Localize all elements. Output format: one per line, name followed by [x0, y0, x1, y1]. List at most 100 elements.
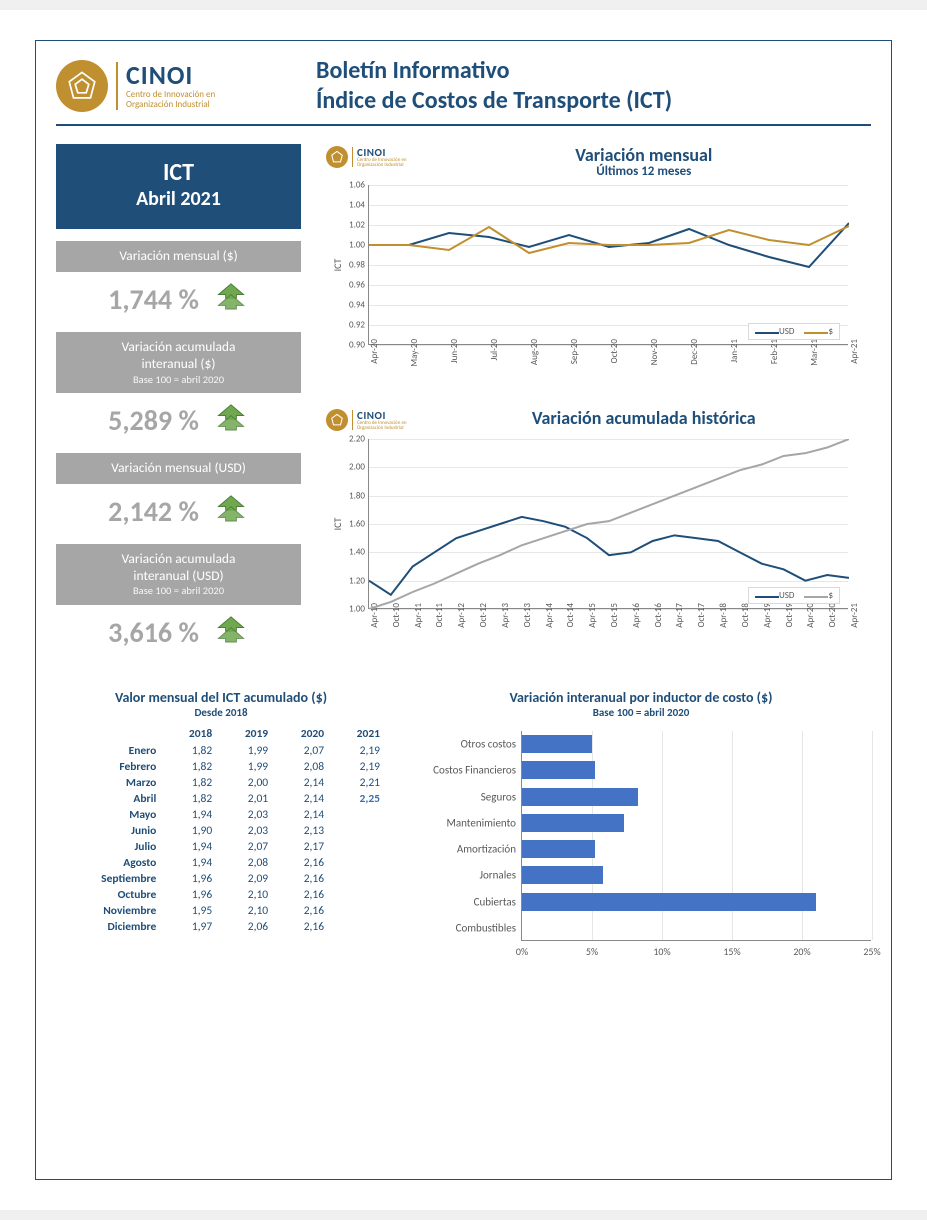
table-cell: 1,96 — [162, 887, 218, 903]
table-cell: 2,16 — [274, 903, 330, 919]
table-cell — [330, 871, 386, 887]
hbar-row: Seguros — [522, 788, 638, 806]
up-arrow-icon — [213, 403, 249, 439]
table-cell — [330, 919, 386, 935]
table-month: Febrero — [56, 759, 162, 775]
table-year-header: 2020 — [274, 725, 330, 743]
table-cell: 2,14 — [274, 791, 330, 807]
header-title-2: Índice de Costos de Transporte (ICT) — [316, 86, 871, 116]
y-tick-label: 1.02 — [331, 220, 365, 231]
hbar-label: Otros costos — [461, 738, 516, 751]
hbar-row: Costos Financieros — [522, 761, 595, 779]
monthly-value-table: Valor mensual del ICT acumulado ($) Desd… — [56, 689, 386, 961]
table-month: Mayo — [56, 807, 162, 823]
table-month: Abril — [56, 791, 162, 807]
header: CINOI Centro de Innovación enOrganizació… — [56, 56, 871, 126]
table-cell: 1,95 — [162, 903, 218, 919]
y-tick-label: 2.00 — [331, 462, 365, 473]
hbar-bar — [522, 735, 592, 753]
hbar-title: Variación interanual por inductor de cos… — [411, 689, 871, 706]
metrics-column: ICT Abril 2021 Variación mensual ($)1,74… — [56, 144, 301, 671]
table-cell: 2,14 — [274, 775, 330, 791]
table-month: Octubre — [56, 887, 162, 903]
table-cell: 2,16 — [274, 871, 330, 887]
table-cell: 2,16 — [274, 855, 330, 871]
charts-column: CINOICentro de Innovación enOrganización… — [326, 144, 871, 671]
metric-value: 3,616 % — [108, 615, 199, 650]
date-box: ICT Abril 2021 — [56, 144, 301, 229]
y-tick-label: 1.00 — [331, 240, 365, 251]
table-cell: 1,82 — [162, 775, 218, 791]
table-month: Julio — [56, 839, 162, 855]
y-tick-label: 0.90 — [331, 340, 365, 351]
table-cell: 2,21 — [330, 775, 386, 791]
table-cell: 2,09 — [218, 871, 274, 887]
table-cell: 2,14 — [274, 807, 330, 823]
hbar-x-tick: 15% — [723, 945, 740, 958]
chart1-canvas: ICT 0.900.920.940.960.981.001.021.041.06… — [368, 185, 848, 345]
table-cell: 1,94 — [162, 807, 218, 823]
table-cell: 2,19 — [330, 759, 386, 775]
y-tick-label: 1.80 — [331, 490, 365, 501]
metric-value-row: 5,289 % — [56, 393, 301, 453]
metric-value: 5,289 % — [108, 403, 199, 438]
hbar-row: Jornales — [522, 866, 603, 884]
y-tick-label: 0.92 — [331, 320, 365, 331]
y-tick-label: 0.94 — [331, 300, 365, 311]
chart-historical: CINOICentro de Innovación enOrganización… — [326, 407, 871, 651]
table-cell: 1,82 — [162, 791, 218, 807]
table-cell: 2,00 — [218, 775, 274, 791]
table-cell: 1,94 — [162, 839, 218, 855]
table-cell: 2,06 — [218, 919, 274, 935]
y-tick-label: 0.98 — [331, 260, 365, 271]
chart2-title: Variación acumulada histórica — [417, 407, 871, 429]
hbar-row: Otros costos — [522, 735, 592, 753]
hbar-x-tick: 20% — [793, 945, 810, 958]
table-cell: 2,08 — [218, 855, 274, 871]
series-line — [369, 226, 849, 253]
y-tick-label: 1.60 — [331, 519, 365, 530]
table-cell: 1,99 — [218, 743, 274, 759]
table-cell: 1,97 — [162, 919, 218, 935]
table-month: Diciembre — [56, 919, 162, 935]
table-month: Septiembre — [56, 871, 162, 887]
brand-name: CINOI — [126, 62, 215, 88]
metric-label: Variación mensual (USD) — [56, 453, 301, 484]
hbar-x-tick: 0% — [516, 945, 528, 958]
table-cell: 2,17 — [274, 839, 330, 855]
table-cell: 2,16 — [274, 887, 330, 903]
y-tick-label: 0.96 — [331, 280, 365, 291]
table-month: Agosto — [56, 855, 162, 871]
table-cell: 1,90 — [162, 823, 218, 839]
hbar-bar — [522, 814, 624, 832]
mini-logo-icon: CINOICentro de Innovación enOrganización… — [326, 407, 407, 433]
chart-monthly-variation: CINOICentro de Innovación enOrganización… — [326, 144, 871, 387]
brand-tagline: Centro de Innovación enOrganización Indu… — [126, 90, 215, 110]
table-cell: 1,96 — [162, 871, 218, 887]
hbar-label: Cubiertas — [474, 895, 516, 908]
hbar-subtitle: Base 100 = abril 2020 — [411, 706, 871, 719]
hbar-x-tick: 10% — [653, 945, 670, 958]
table-cell: 1,94 — [162, 855, 218, 871]
table-title: Valor mensual del ICT acumulado ($) — [56, 689, 386, 706]
table-cell: 2,01 — [218, 791, 274, 807]
series-line — [369, 517, 849, 595]
table-month: Noviembre — [56, 903, 162, 919]
table-cell: 1,82 — [162, 759, 218, 775]
date-box-line1: ICT — [60, 158, 297, 187]
hbar-bar — [522, 893, 816, 911]
hbar-bar — [522, 840, 595, 858]
table-year-header: 2021 — [330, 725, 386, 743]
hbar-canvas: 0%5%10%15%20%25%Otros costosCostos Finan… — [521, 731, 871, 941]
table-cell — [330, 887, 386, 903]
logo-text: CINOI Centro de Innovación enOrganizació… — [126, 62, 215, 110]
table-cell: 1,82 — [162, 743, 218, 759]
x-tick-label: Apr-21 — [849, 603, 860, 628]
up-arrow-icon — [213, 615, 249, 651]
metric-label: Variación mensual ($) — [56, 241, 301, 272]
y-tick-label: 1.20 — [331, 575, 365, 586]
table-month: Enero — [56, 743, 162, 759]
up-arrow-icon — [213, 494, 249, 530]
hbar-bar — [522, 788, 638, 806]
cost-driver-chart: Variación interanual por inductor de cos… — [411, 689, 871, 961]
